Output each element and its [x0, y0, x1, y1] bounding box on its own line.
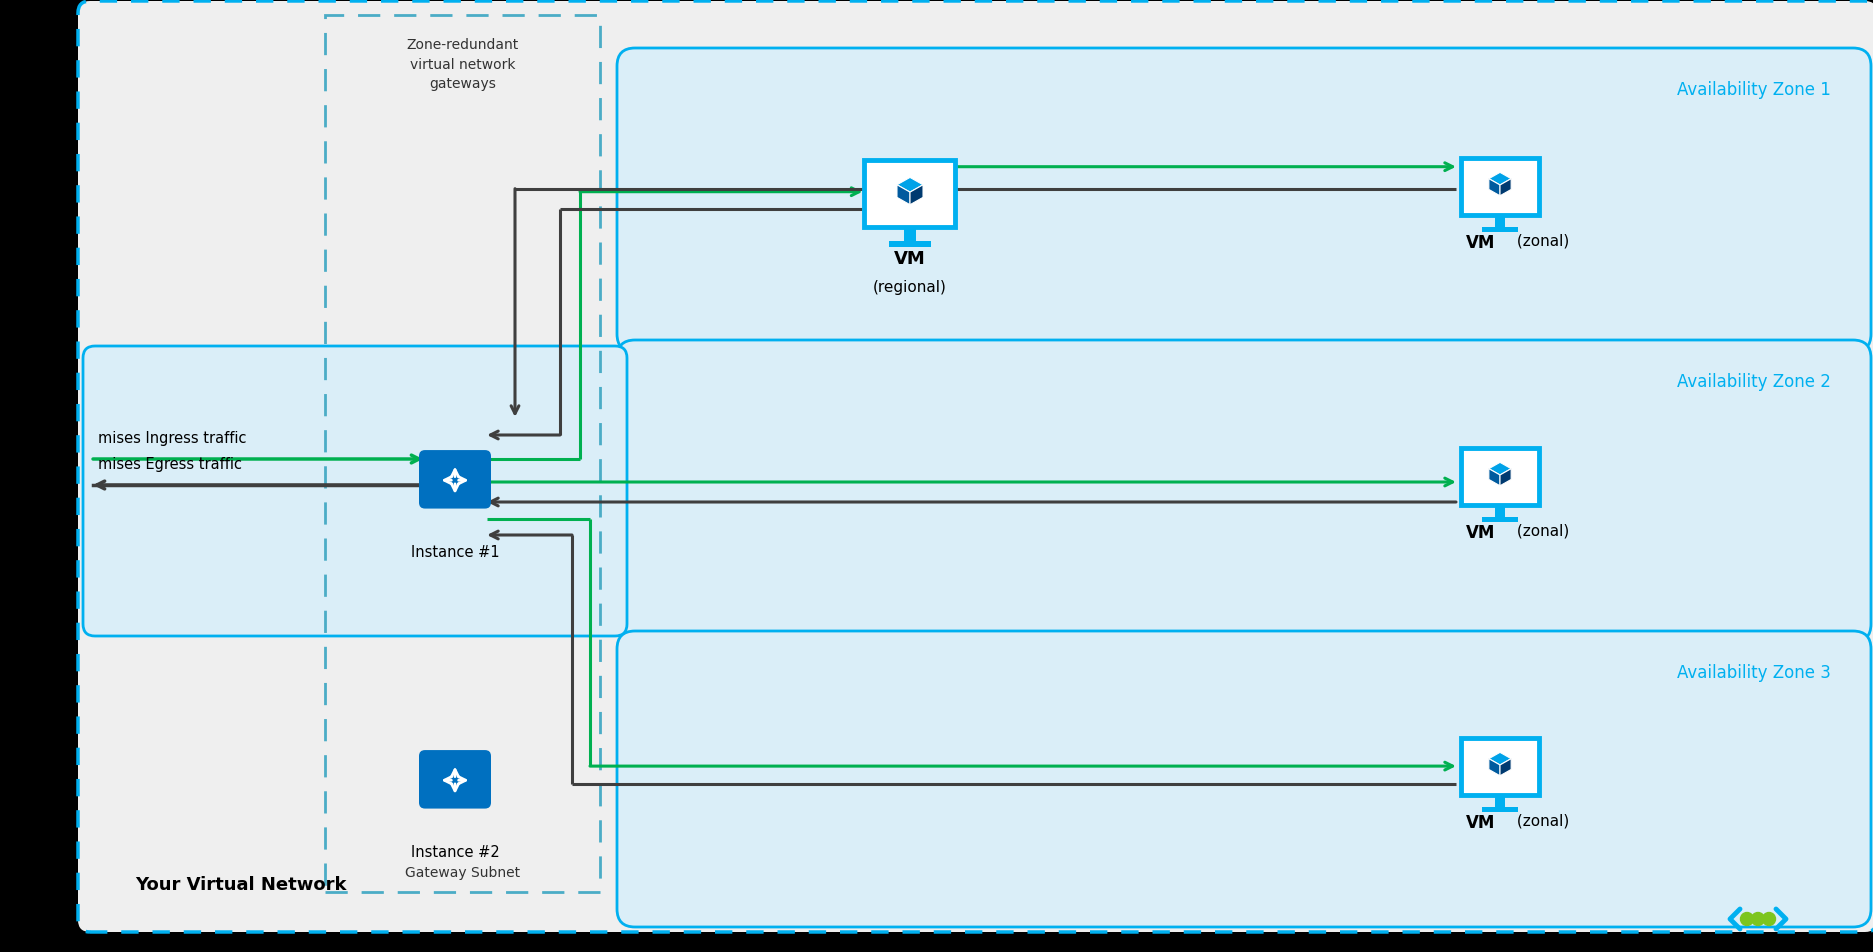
- FancyBboxPatch shape: [420, 750, 491, 808]
- Text: Instance #1: Instance #1: [410, 545, 500, 560]
- Bar: [903, 227, 916, 241]
- Text: mises Egress traffic: mises Egress traffic: [97, 457, 242, 472]
- Text: Your Virtual Network: Your Virtual Network: [135, 876, 347, 894]
- Polygon shape: [897, 185, 910, 205]
- Text: mises Ingress traffic: mises Ingress traffic: [97, 431, 247, 446]
- Text: (regional): (regional): [873, 280, 948, 295]
- Polygon shape: [423, 466, 487, 501]
- Polygon shape: [1489, 468, 1500, 486]
- Bar: [1495, 505, 1506, 517]
- FancyBboxPatch shape: [616, 340, 1871, 642]
- Polygon shape: [1489, 172, 1512, 185]
- Text: VM: VM: [1467, 814, 1495, 832]
- Bar: [1495, 795, 1506, 806]
- FancyBboxPatch shape: [616, 631, 1871, 927]
- Polygon shape: [1500, 759, 1512, 776]
- Bar: [1482, 806, 1517, 812]
- Polygon shape: [1500, 179, 1512, 196]
- Polygon shape: [423, 766, 487, 801]
- Polygon shape: [910, 185, 923, 205]
- Circle shape: [1740, 913, 1753, 925]
- Text: Zone-redundant
virtual network
gateways: Zone-redundant virtual network gateways: [406, 38, 519, 91]
- Text: (zonal): (zonal): [1512, 814, 1570, 829]
- Polygon shape: [1500, 468, 1512, 486]
- Text: Availability Zone 3: Availability Zone 3: [1676, 664, 1832, 682]
- Bar: [890, 241, 931, 247]
- FancyBboxPatch shape: [616, 48, 1871, 352]
- Polygon shape: [897, 177, 923, 192]
- Polygon shape: [1489, 463, 1512, 475]
- Text: VM: VM: [893, 250, 925, 268]
- Text: Availability Zone 1: Availability Zone 1: [1676, 81, 1832, 99]
- FancyBboxPatch shape: [420, 450, 491, 508]
- FancyBboxPatch shape: [1461, 447, 1540, 505]
- Bar: [326, 15, 599, 892]
- Text: Availability Zone 2: Availability Zone 2: [1676, 373, 1832, 391]
- Circle shape: [1762, 913, 1776, 925]
- Polygon shape: [1489, 179, 1500, 196]
- Circle shape: [1751, 913, 1764, 925]
- FancyBboxPatch shape: [82, 346, 627, 636]
- FancyBboxPatch shape: [79, 1, 1873, 932]
- Text: Instance #2: Instance #2: [410, 845, 500, 860]
- Text: (zonal): (zonal): [1512, 234, 1570, 249]
- Polygon shape: [1489, 759, 1500, 776]
- Polygon shape: [1489, 752, 1512, 765]
- Bar: [1482, 517, 1517, 522]
- FancyBboxPatch shape: [1461, 738, 1540, 795]
- Bar: [1482, 227, 1517, 232]
- Bar: [1495, 214, 1506, 227]
- Text: (zonal): (zonal): [1512, 524, 1570, 539]
- Text: VM: VM: [1467, 234, 1495, 252]
- Text: Gateway Subnet: Gateway Subnet: [405, 866, 521, 880]
- FancyBboxPatch shape: [1461, 158, 1540, 214]
- Text: VM: VM: [1467, 524, 1495, 542]
- FancyBboxPatch shape: [865, 160, 955, 227]
